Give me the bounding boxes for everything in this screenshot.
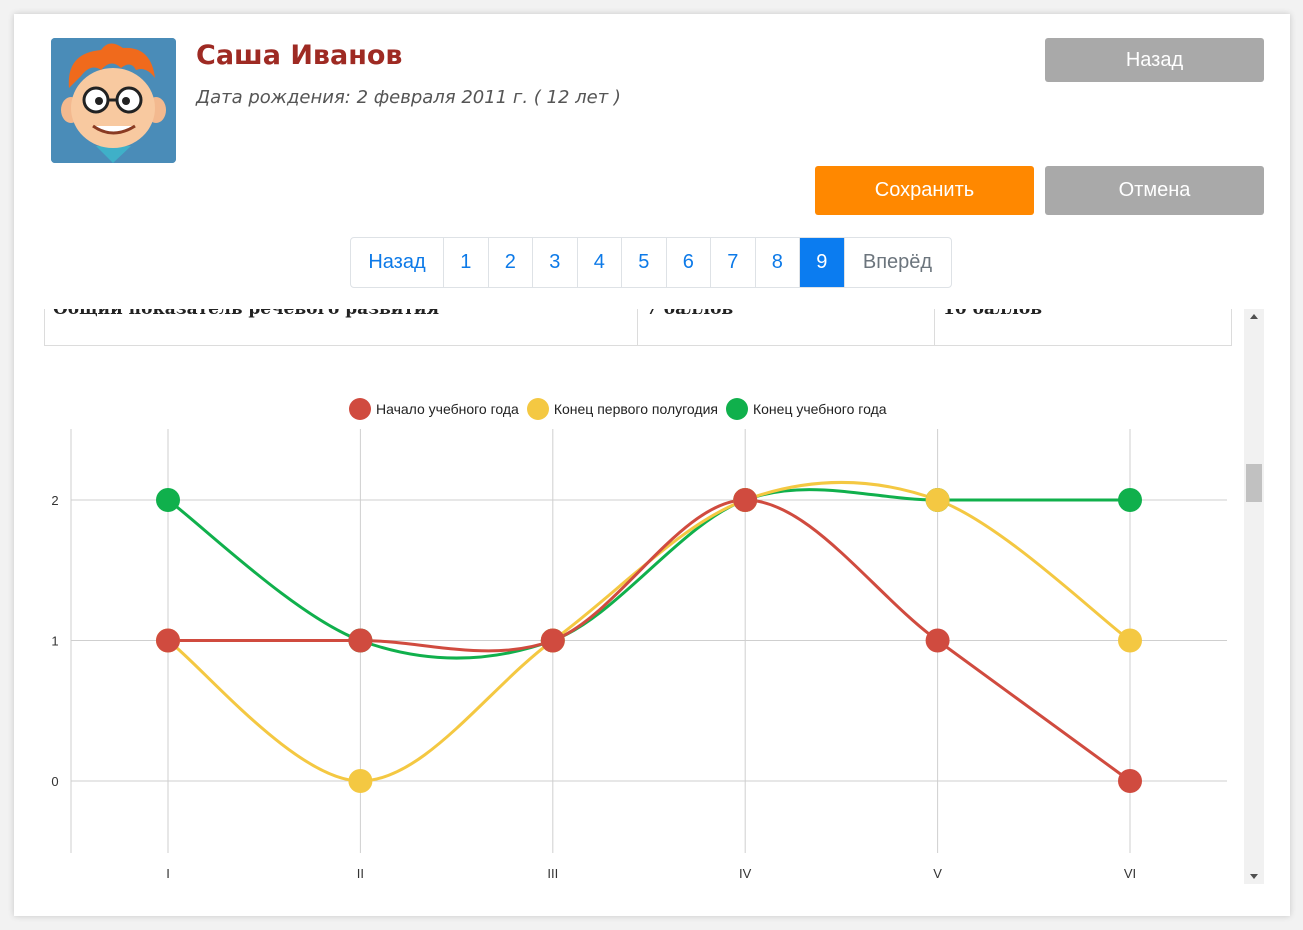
vertical-scrollbar[interactable] [1244,309,1264,884]
data-point [156,628,180,653]
data-point [925,628,950,653]
legend-item: Конец первого полугодия [526,398,718,420]
legend-label: Конец учебного года [752,401,887,417]
pagination-page-3[interactable]: 3 [533,238,578,287]
avatar [51,38,176,163]
x-tick-label: IV [739,866,752,881]
pagination-page-7[interactable]: 7 [711,238,756,287]
data-point [156,488,180,512]
pagination-page-4[interactable]: 4 [578,238,622,287]
legend-label: Конец первого полугодия [553,401,718,417]
x-tick-label: I [166,866,170,881]
legend-marker [725,398,748,420]
student-name: Саша Иванов [196,40,403,71]
data-point [348,628,373,653]
data-point [925,488,950,512]
chart-legend: Начало учебного года Конец первого полуг… [349,398,895,420]
legend-item: Конец учебного года [725,398,887,420]
legend-marker [349,398,371,420]
pagination-page-2[interactable]: 2 [489,238,533,287]
birth-date: Дата рождения: 2 февраля 2011 г. ( 12 ле… [196,87,621,108]
save-button[interactable]: Сохранить [815,166,1034,215]
pagination-page-6[interactable]: 6 [667,238,711,287]
legend-marker [526,398,549,420]
x-tick-label: II [357,866,364,881]
profile-card: Саша Иванов Дата рождения: 2 февраля 201… [14,14,1290,916]
legend-label: Начало учебного года [376,401,519,417]
pagination-prev[interactable]: Назад [351,238,444,287]
data-point [540,628,565,653]
data-point [733,488,758,512]
table-cell-label: Общий показатель речевого развития [45,309,638,345]
pagination-next[interactable]: Вперёд [862,251,933,273]
back-button[interactable]: Назад [1045,38,1264,82]
pagination-page-9[interactable]: 9 [800,238,845,287]
scrollbar-thumb[interactable] [1246,464,1262,502]
report-scroll-area[interactable]: Общий показатель речевого развития 7 бал… [44,309,1264,884]
data-point [1118,488,1142,512]
legend-item: Начало учебного года [349,398,519,420]
series-line [167,481,1131,783]
y-tick-label: 1 [51,634,58,649]
pagination-page-8[interactable]: 8 [756,238,800,287]
y-tick-label: 0 [51,774,58,789]
cancel-button[interactable]: Отмена [1045,166,1264,215]
pagination: Назад 1 2 3 4 5 6 7 8 9 Вперёд [350,237,952,288]
pagination-page-1[interactable]: 1 [444,238,489,287]
series-line [167,488,1130,660]
cartoon-boy-avatar-icon [51,38,176,163]
pagination-page-5[interactable]: 5 [622,238,667,287]
data-point [1118,628,1142,653]
data-point [348,769,373,793]
scroll-down-arrow-icon[interactable] [1244,868,1264,884]
x-tick-label: V [933,866,942,881]
y-tick-label: 2 [51,493,58,508]
x-tick-label: III [547,866,558,881]
scroll-up-arrow-icon[interactable] [1244,309,1264,325]
table-cell-value-1: 7 баллов [638,309,935,345]
data-point [1118,769,1142,793]
x-tick-label: VI [1124,866,1136,881]
table-cell-value-2: 10 баллов [943,309,1043,319]
table-row: Общий показатель речевого развития 7 бал… [44,309,1232,346]
